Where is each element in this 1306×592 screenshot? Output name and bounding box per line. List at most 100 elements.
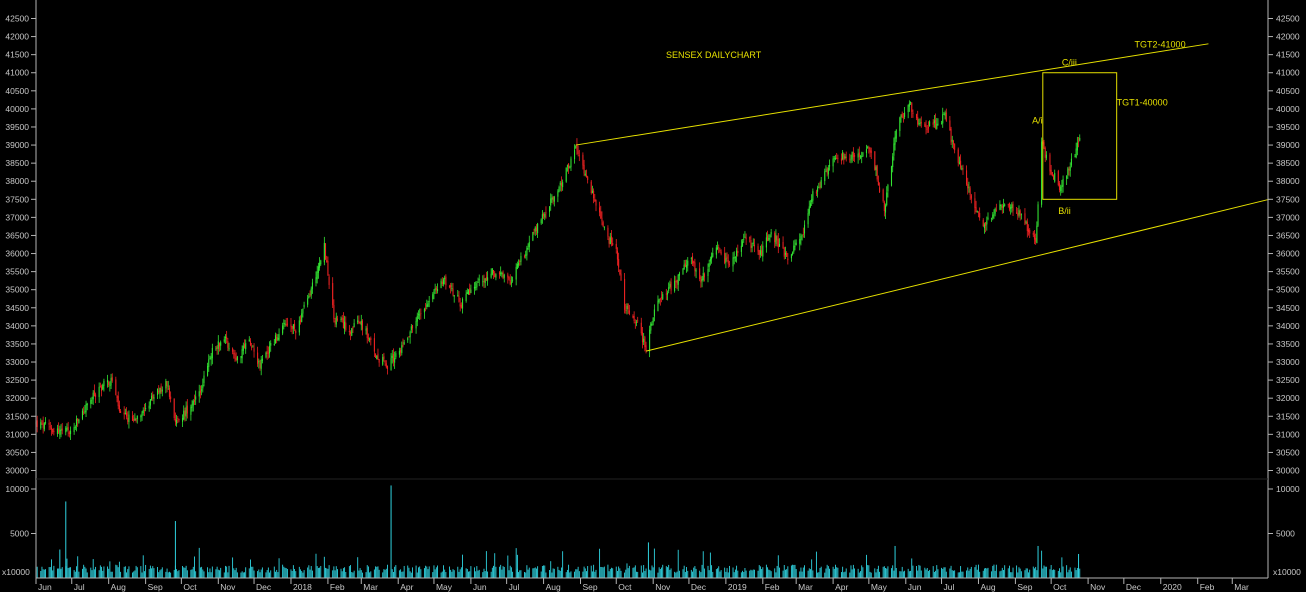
candle-body bbox=[632, 315, 634, 318]
candle-body bbox=[1026, 221, 1028, 232]
candle-body bbox=[628, 310, 630, 315]
candle-body bbox=[198, 391, 200, 397]
candle-body bbox=[952, 140, 954, 145]
candle-body bbox=[608, 238, 610, 244]
candle-body bbox=[742, 241, 744, 246]
candle-body bbox=[918, 123, 920, 125]
candle-body bbox=[124, 413, 126, 414]
candle-body bbox=[466, 292, 468, 295]
ytick-label-right: 36500 bbox=[1276, 230, 1300, 240]
candle-body bbox=[527, 248, 529, 249]
ytick-label-left: 35000 bbox=[5, 285, 29, 295]
candle-body bbox=[419, 314, 421, 316]
candle-body bbox=[351, 328, 353, 336]
candle-body bbox=[440, 280, 442, 289]
xtick-label: Aug bbox=[111, 582, 126, 592]
candle-body bbox=[937, 123, 939, 125]
ytick-label-left: 31500 bbox=[5, 411, 29, 421]
candle-body bbox=[858, 152, 860, 157]
ytick-label-right: 35000 bbox=[1276, 285, 1300, 295]
candle-body bbox=[516, 263, 518, 269]
candle-body bbox=[156, 389, 159, 396]
candle-body bbox=[307, 298, 309, 305]
candle-body bbox=[178, 418, 180, 421]
candle-body bbox=[319, 262, 321, 268]
candle-body bbox=[423, 309, 425, 313]
candle-body bbox=[907, 105, 909, 113]
candle-body bbox=[1010, 207, 1012, 209]
candle-body bbox=[1029, 229, 1031, 234]
ytick-label-left: 30500 bbox=[5, 447, 29, 457]
candle-body bbox=[701, 279, 703, 282]
candle-body bbox=[470, 289, 472, 294]
candle-body bbox=[660, 297, 663, 299]
candle-body bbox=[899, 117, 901, 131]
ytick-label-left: 39000 bbox=[5, 140, 29, 150]
candle-body bbox=[459, 303, 461, 307]
candle-body bbox=[1075, 148, 1077, 158]
candle-body bbox=[910, 102, 912, 104]
candle-body bbox=[678, 273, 680, 276]
candle-body bbox=[182, 418, 184, 422]
candle-body bbox=[720, 251, 722, 254]
candle-body bbox=[551, 197, 553, 200]
xtick-label: Oct bbox=[1053, 582, 1067, 592]
candle-body bbox=[602, 222, 604, 227]
candle-body bbox=[960, 160, 962, 168]
candle-body bbox=[403, 342, 405, 345]
candle-body bbox=[884, 205, 887, 213]
candle-body bbox=[824, 171, 826, 182]
candle-body bbox=[945, 112, 947, 121]
candle-body bbox=[962, 168, 964, 170]
candle-body bbox=[498, 272, 501, 275]
candle-body bbox=[716, 247, 719, 249]
candle-body bbox=[401, 345, 403, 353]
ytick-label-right: 30000 bbox=[1276, 466, 1300, 476]
candle-body bbox=[834, 157, 837, 159]
candle-body bbox=[675, 281, 677, 283]
candle-body bbox=[142, 410, 144, 413]
ytick-label-right: 35500 bbox=[1276, 267, 1300, 277]
candle-body bbox=[957, 149, 959, 163]
candle-body bbox=[134, 417, 136, 421]
candle-body bbox=[993, 214, 995, 216]
candle-body bbox=[593, 190, 595, 199]
candle-body bbox=[378, 359, 380, 363]
candle-body bbox=[109, 385, 111, 387]
candle-body bbox=[215, 348, 217, 350]
annotation-label: A/i bbox=[1032, 115, 1043, 125]
candle-body bbox=[98, 386, 100, 398]
ytick-label-right: 32000 bbox=[1276, 393, 1300, 403]
candle-body bbox=[495, 274, 497, 278]
candle-body bbox=[927, 127, 929, 129]
candle-body bbox=[345, 322, 347, 331]
candle-body bbox=[684, 263, 686, 267]
candle-body bbox=[875, 167, 877, 171]
candle-body bbox=[783, 247, 785, 257]
candle-body bbox=[995, 209, 997, 211]
ytick-label-right: 38000 bbox=[1276, 176, 1300, 186]
candle-body bbox=[251, 346, 253, 348]
candle-body bbox=[569, 166, 571, 168]
ytick-label-left: 34500 bbox=[5, 303, 29, 313]
candle-body bbox=[1045, 154, 1047, 159]
candle-body bbox=[60, 429, 62, 431]
candle-body bbox=[1036, 225, 1038, 244]
candle-body bbox=[635, 321, 638, 323]
candle-body bbox=[702, 272, 704, 281]
candle-body bbox=[852, 151, 854, 158]
candle-body bbox=[61, 428, 63, 431]
candle-body bbox=[626, 305, 628, 310]
ytick-label-right: 32500 bbox=[1276, 375, 1300, 385]
candle-body bbox=[310, 288, 312, 296]
candle-body bbox=[209, 358, 211, 360]
candle-body bbox=[210, 356, 212, 360]
candle-body bbox=[693, 261, 695, 264]
candle-body bbox=[699, 268, 701, 280]
candle-body bbox=[385, 363, 387, 368]
candle-body bbox=[616, 250, 618, 260]
candle-body bbox=[961, 168, 963, 170]
candle-body bbox=[942, 114, 944, 124]
candle-body bbox=[462, 299, 464, 309]
candle-body bbox=[786, 252, 788, 257]
